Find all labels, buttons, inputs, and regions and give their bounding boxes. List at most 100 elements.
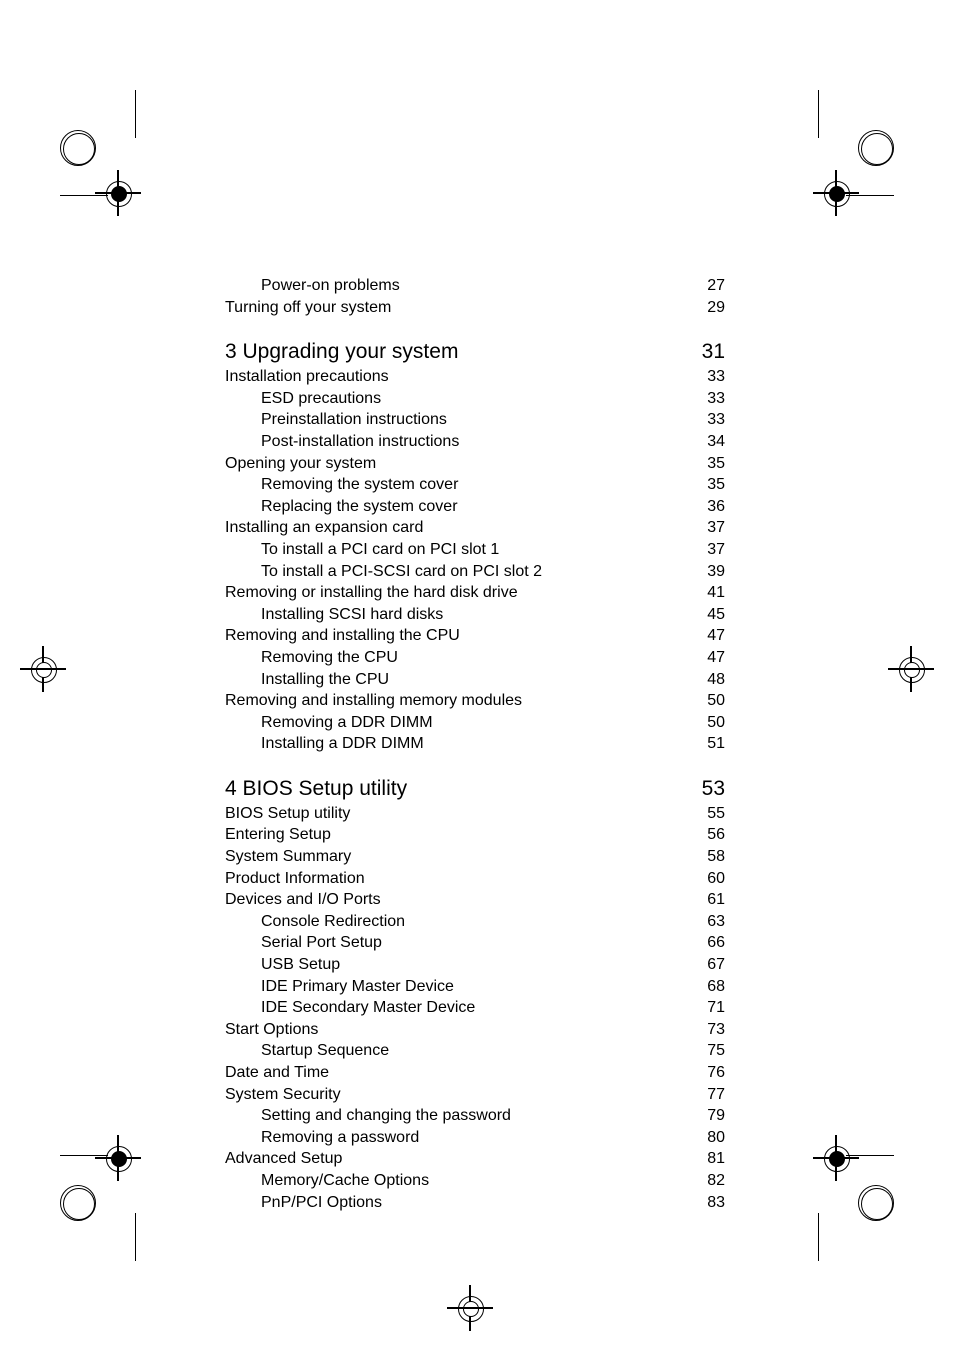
toc-entry: IDE Secondary Master Device71 [225, 997, 725, 1019]
page-number: 48 [695, 669, 725, 691]
entry-label: Removing the CPU [261, 647, 695, 669]
crop-mark [135, 1213, 136, 1261]
entry-label: Console Redirection [261, 911, 695, 933]
page-number: 75 [695, 1040, 725, 1062]
page-number: 83 [695, 1192, 725, 1214]
entry-label: Installing the CPU [261, 669, 695, 691]
page-number: 35 [695, 474, 725, 496]
entry-label: Devices and I/O Ports [225, 889, 695, 911]
toc-entry: Power-on problems27 [225, 275, 725, 297]
registration-target-icon [888, 646, 934, 692]
page-number: 29 [695, 297, 725, 319]
entry-label: Turning off your system [225, 297, 695, 319]
entry-label: Installation precautions [225, 366, 695, 388]
entry-label: IDE Secondary Master Device [261, 997, 695, 1019]
toc-section-heading: 3 Upgrading your system31 [225, 340, 725, 364]
entry-label: Removing a password [261, 1127, 695, 1149]
entry-label: IDE Primary Master Device [261, 976, 695, 998]
registration-mark-icon [858, 130, 894, 166]
toc-entry: Start Options73 [225, 1019, 725, 1041]
toc-entry: Removing and installing memory modules50 [225, 690, 725, 712]
toc-entry: IDE Primary Master Device68 [225, 976, 725, 998]
toc-content: Power-on problems27Turning off your syst… [225, 275, 725, 1213]
entry-label: Removing the system cover [261, 474, 695, 496]
entry-label: System Security [225, 1084, 695, 1106]
toc-entry: PnP/PCI Options83 [225, 1192, 725, 1214]
crop-mark [818, 90, 819, 138]
entry-label: Removing or installing the hard disk dri… [225, 582, 695, 604]
toc-entry: Memory/Cache Options82 [225, 1170, 725, 1192]
page: Power-on problems27Turning off your syst… [0, 0, 954, 1351]
page-number: 76 [695, 1062, 725, 1084]
page-number: 60 [695, 868, 725, 890]
page-number: 33 [695, 388, 725, 410]
toc-entry: Installation precautions33 [225, 366, 725, 388]
toc-entry: Installing the CPU48 [225, 669, 725, 691]
page-number: 27 [695, 275, 725, 297]
toc-entry: Date and Time76 [225, 1062, 725, 1084]
toc-entry: Replacing the system cover36 [225, 496, 725, 518]
page-number: 77 [695, 1084, 725, 1106]
registration-target-icon [95, 170, 141, 216]
toc-entry: Entering Setup56 [225, 824, 725, 846]
toc-section-heading: 4 BIOS Setup utility53 [225, 777, 725, 801]
entry-label: Removing and installing memory modules [225, 690, 695, 712]
toc-entry: Startup Sequence75 [225, 1040, 725, 1062]
toc-entry: Advanced Setup81 [225, 1148, 725, 1170]
registration-target-icon [813, 170, 859, 216]
page-number: 71 [695, 997, 725, 1019]
registration-target-icon [447, 1285, 493, 1331]
entry-label: Opening your system [225, 453, 695, 475]
page-number: 56 [695, 824, 725, 846]
entry-label: Replacing the system cover [261, 496, 695, 518]
toc-entry: Removing the system cover35 [225, 474, 725, 496]
page-number: 79 [695, 1105, 725, 1127]
page-number: 82 [695, 1170, 725, 1192]
entry-label: Removing a DDR DIMM [261, 712, 695, 734]
entry-label: Serial Port Setup [261, 932, 695, 954]
entry-label: Installing SCSI hard disks [261, 604, 695, 626]
page-number: 50 [695, 690, 725, 712]
registration-mark-icon [60, 130, 96, 166]
page-number: 53 [690, 777, 725, 801]
toc-entry: Installing a DDR DIMM51 [225, 733, 725, 755]
page-number: 37 [695, 539, 725, 561]
toc-entry: Setting and changing the password79 [225, 1105, 725, 1127]
entry-label: Post-installation instructions [261, 431, 695, 453]
page-number: 66 [695, 932, 725, 954]
page-number: 41 [695, 582, 725, 604]
registration-target-icon [95, 1135, 141, 1181]
toc-entry: Product Information60 [225, 868, 725, 890]
entry-label: Power-on problems [261, 275, 695, 297]
page-number: 73 [695, 1019, 725, 1041]
entry-label: Preinstallation instructions [261, 409, 695, 431]
page-number: 47 [695, 625, 725, 647]
entry-label: To install a PCI card on PCI slot 1 [261, 539, 695, 561]
toc-entry: Installing SCSI hard disks45 [225, 604, 725, 626]
crop-mark [135, 90, 136, 138]
page-number: 35 [695, 453, 725, 475]
entry-label: Start Options [225, 1019, 695, 1041]
registration-mark-icon [60, 1185, 96, 1221]
page-number: 37 [695, 517, 725, 539]
entry-label: Date and Time [225, 1062, 695, 1084]
toc-entry: Post-installation instructions34 [225, 431, 725, 453]
page-number: 61 [695, 889, 725, 911]
toc-entry: Preinstallation instructions33 [225, 409, 725, 431]
page-number: 33 [695, 409, 725, 431]
page-number: 47 [695, 647, 725, 669]
toc-entry: System Summary58 [225, 846, 725, 868]
crop-mark [818, 1213, 819, 1261]
entry-label: Product Information [225, 868, 695, 890]
page-number: 58 [695, 846, 725, 868]
entry-label: Installing a DDR DIMM [261, 733, 695, 755]
section-title: 4 BIOS Setup utility [225, 777, 690, 801]
page-number: 33 [695, 366, 725, 388]
toc-entry: Installing an expansion card37 [225, 517, 725, 539]
toc-entry: Removing a password80 [225, 1127, 725, 1149]
toc-entry: Removing and installing the CPU47 [225, 625, 725, 647]
entry-label: PnP/PCI Options [261, 1192, 695, 1214]
entry-label: Removing and installing the CPU [225, 625, 695, 647]
toc-entry: BIOS Setup utility55 [225, 803, 725, 825]
page-number: 39 [695, 561, 725, 583]
